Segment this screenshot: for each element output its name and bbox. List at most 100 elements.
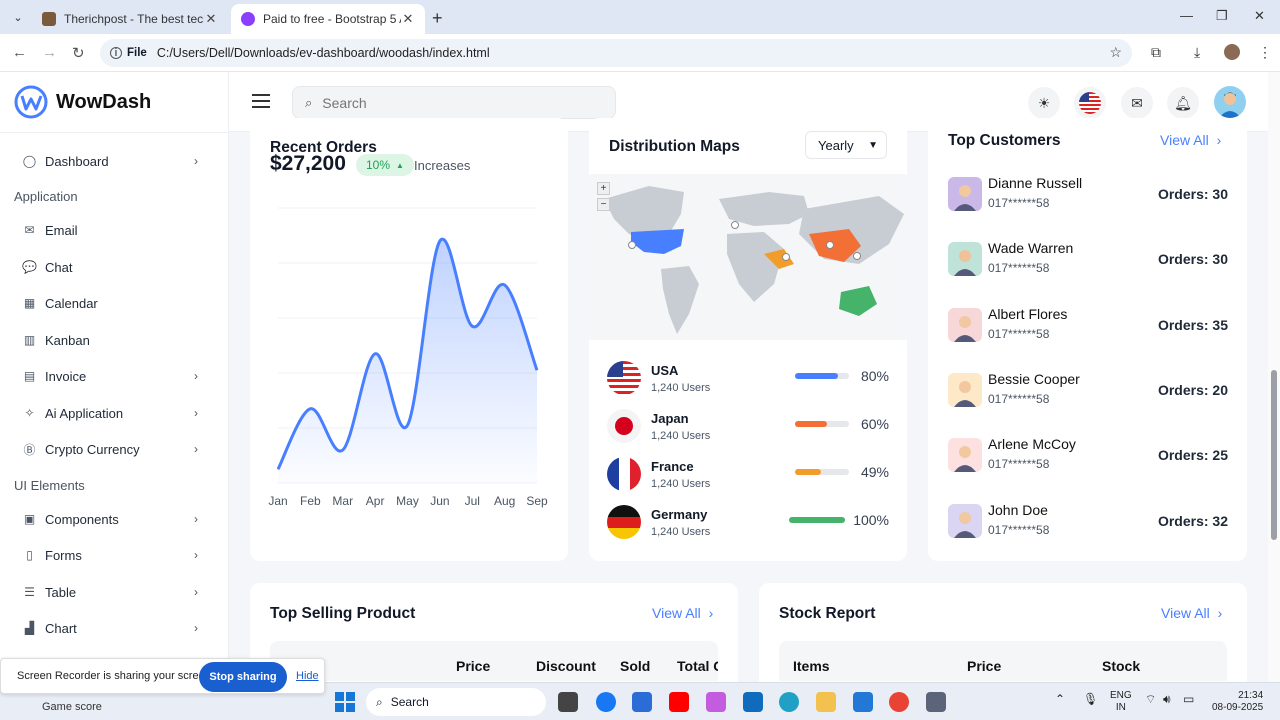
customer-orders: Orders: 30 xyxy=(1157,251,1228,268)
language-flag-us-icon[interactable] xyxy=(1074,87,1106,119)
customer-row[interactable]: Arlene McCoy 017******58 Orders: 25 xyxy=(948,434,1228,478)
battery-icon[interactable]: ▭ xyxy=(1183,692,1195,706)
volume-icon[interactable]: 🔊︎ xyxy=(1163,692,1171,706)
sidebar-item-chart[interactable]: ▟ Chart › xyxy=(22,616,202,640)
sidebar-item-table[interactable]: ☰ Table › xyxy=(22,580,202,604)
sidebar-item-dashboard[interactable]: ◯ Dashboard › xyxy=(22,149,202,173)
sidebar-item-crypto-currency[interactable]: Ⓑ Crypto Currency › xyxy=(22,437,202,461)
hide-link[interactable]: Hide xyxy=(296,670,319,682)
sidebar-item-chat[interactable]: 💬 Chat xyxy=(22,255,202,279)
table-header: Items Price Stock xyxy=(779,641,1227,681)
view-all-link[interactable]: View All › xyxy=(1161,605,1222,621)
search-input[interactable] xyxy=(322,94,593,111)
tab-search-icon[interactable]: ⌄ xyxy=(13,11,23,24)
theme-toggle-sun-icon[interactable]: ☀ xyxy=(1028,87,1060,119)
bookmark-star-icon[interactable]: ☆ xyxy=(1109,44,1122,60)
close-tab-icon[interactable]: ✕ xyxy=(402,11,414,26)
minimize-button[interactable]: — xyxy=(1180,8,1193,23)
distribution-maps-card: Distribution Maps Yearly ▼ + − xyxy=(589,118,907,561)
microphone-icon[interactable]: 🎙︎ xyxy=(1083,692,1099,706)
chrome-icon[interactable] xyxy=(889,692,909,712)
country-users: 1,240 Users xyxy=(651,526,711,538)
country-name: USA xyxy=(651,363,679,378)
column-header: Stock xyxy=(1102,658,1141,674)
new-tab-button[interactable]: + xyxy=(432,8,443,28)
file-explorer-icon[interactable] xyxy=(816,692,836,712)
game-score-widget[interactable]: Game score xyxy=(42,701,102,713)
column-header: Discount xyxy=(536,658,596,674)
japan-flag-icon xyxy=(607,409,641,443)
world-map[interactable]: + − xyxy=(589,174,907,340)
sidebar-item-invoice[interactable]: ▤ Invoice › xyxy=(22,364,202,388)
customer-avatar xyxy=(948,503,982,538)
address-bar: ← → ↻ i File C:/Users/Dell/Downloads/ev-… xyxy=(0,34,1280,72)
sidebar-item-label: Ai Application xyxy=(45,405,124,421)
reload-icon[interactable]: ↻ xyxy=(72,45,85,62)
menu-toggle-icon[interactable] xyxy=(252,94,270,108)
taskbar-search[interactable]: ⌕ Search xyxy=(366,688,546,716)
view-all-link[interactable]: View All › xyxy=(1160,132,1221,148)
stop-sharing-button[interactable]: Stop sharing xyxy=(199,662,287,692)
sidebar-item-kanban[interactable]: ▥ Kanban xyxy=(22,328,202,352)
customer-phone: 017******58 xyxy=(988,391,1050,406)
youtube-icon[interactable] xyxy=(669,692,689,712)
period-select[interactable]: Yearly ▼ xyxy=(805,131,887,159)
chevron-right-icon: › xyxy=(708,605,714,621)
url-field[interactable]: i File C:/Users/Dell/Downloads/ev-dashbo… xyxy=(100,39,1132,67)
wifi-icon[interactable]: ⌔ xyxy=(1145,692,1157,706)
page-scrollbar[interactable] xyxy=(1268,72,1280,682)
sidebar-item-ai-application[interactable]: ✧ Ai Application › xyxy=(22,401,202,425)
language-indicator[interactable]: ENG IN xyxy=(1110,690,1132,714)
download-icon[interactable]: ⤓ xyxy=(1194,44,1201,60)
zoom-out-button[interactable]: − xyxy=(597,198,610,211)
customer-row[interactable]: John Doe 017******58 Orders: 32 xyxy=(948,500,1228,544)
sidebar-item-components[interactable]: ▣ Components › xyxy=(22,507,202,531)
sidebar-item-calendar[interactable]: ▦ Calendar xyxy=(22,291,202,315)
taskbar-search-label: Search xyxy=(390,695,429,709)
scrollbar-thumb[interactable] xyxy=(1271,370,1277,540)
clock[interactable]: 21:34 08-09-2025 xyxy=(1212,690,1263,714)
maximize-button[interactable]: ❐ xyxy=(1216,8,1228,23)
customer-row[interactable]: Albert Flores 017******58 Orders: 35 xyxy=(948,304,1228,348)
outlook-icon[interactable] xyxy=(743,692,763,712)
x-tick-label: Sep xyxy=(526,494,548,508)
mail-icon[interactable]: ✉ xyxy=(1121,87,1153,119)
brand-logo[interactable]: WowDash xyxy=(14,85,151,119)
customer-phone: 017******58 xyxy=(988,522,1050,537)
progress-track xyxy=(789,517,845,523)
customer-row[interactable]: Dianne Russell 017******58 Orders: 30 xyxy=(948,173,1228,217)
customer-row[interactable]: Wade Warren 017******58 Orders: 30 xyxy=(948,238,1228,282)
copilot-icon[interactable] xyxy=(706,692,726,712)
user-avatar[interactable] xyxy=(1214,86,1246,118)
view-all-link[interactable]: View All › xyxy=(652,605,713,621)
screen-recorder-icon[interactable] xyxy=(926,692,946,712)
search-box[interactable]: ⌕ xyxy=(292,86,616,119)
chevron-right-icon: › xyxy=(194,154,198,168)
extensions-icon[interactable]: ⧉ xyxy=(1151,44,1161,60)
world-map-image xyxy=(604,186,904,334)
close-tab-icon[interactable]: ✕ xyxy=(205,11,217,26)
back-icon[interactable]: ← xyxy=(12,44,27,61)
info-icon[interactable]: i xyxy=(110,47,122,59)
task-view-icon[interactable] xyxy=(558,692,578,712)
browser-profile-avatar[interactable] xyxy=(1224,44,1240,60)
edge-icon[interactable] xyxy=(779,692,799,712)
browser-tab-therichpost[interactable]: Therichpost - The best tech and ✕ xyxy=(32,4,228,34)
store-icon[interactable] xyxy=(632,692,652,712)
windows-start-icon[interactable] xyxy=(335,692,355,712)
customer-row[interactable]: Bessie Cooper 017******58 Orders: 20 xyxy=(948,369,1228,413)
tray-overflow-icon[interactable]: ⌃ xyxy=(1055,692,1066,706)
zoom-in-button[interactable]: + xyxy=(597,182,610,195)
forward-icon[interactable]: → xyxy=(42,44,57,61)
kanban-icon: ▥ xyxy=(23,333,36,347)
vscode-icon[interactable] xyxy=(853,692,873,712)
clock-date: 08-09-2025 xyxy=(1212,702,1264,713)
sidebar-item-email[interactable]: ✉ Email xyxy=(22,218,202,242)
notification-bell-icon[interactable]: 🔔︎ xyxy=(1167,87,1199,119)
close-window-button[interactable]: ✕ xyxy=(1254,8,1265,23)
browser-tab-active[interactable]: Paid to free - Bootstrap 5 Admi ✕ xyxy=(231,4,425,34)
facebook-icon[interactable] xyxy=(596,692,616,712)
sidebar-item-forms[interactable]: ▯ Forms › xyxy=(22,543,202,567)
column-header: Total C xyxy=(677,658,718,674)
browser-menu-icon[interactable]: ⋮ xyxy=(1258,44,1272,60)
